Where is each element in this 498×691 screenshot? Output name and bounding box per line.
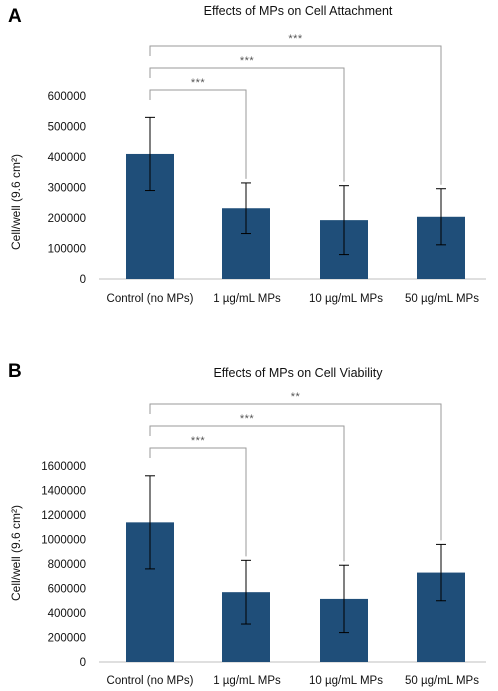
y-tick-label: 300000 [48,183,86,195]
y-axis-title: Cell/well (9.6 cm²) [9,505,23,601]
panel-b: B Effects of MPs on Cell Viability Cell/we… [8,361,486,687]
x-category-label: 1 µg/mL MPs [213,293,281,305]
significance-bracket [149,425,345,562]
significance-bracket [149,403,442,541]
x-category-label: 1 µg/mL MPs [213,675,281,687]
significance-bracket [149,67,345,182]
x-category-label: 50 µg/mL MPs [405,293,479,305]
significance-bracket [149,447,247,557]
y-tick-label: 0 [80,274,86,286]
x-category-label: Control (no MPs) [107,675,194,687]
y-tick-label: 100000 [48,244,86,256]
significance-label: *** [240,413,255,425]
significance-label: *** [288,33,303,45]
y-tick-label: 800000 [48,559,86,571]
x-category-label: 10 µg/mL MPs [309,293,383,305]
x-category-label: 50 µg/mL MPs [405,675,479,687]
y-tick-label: 1400000 [41,486,86,498]
y-tick-label: 1000000 [41,535,86,547]
x-category-label: Control (no MPs) [107,293,194,305]
significance-bracket [149,89,247,179]
y-tick-label: 0 [80,657,86,669]
y-axis-title: Cell/well (9.6 cm²) [9,154,23,250]
y-tick-label: 1200000 [41,510,86,522]
y-tick-label: 200000 [48,213,86,225]
y-tick-label: 1600000 [41,461,86,473]
significance-bracket [149,45,442,185]
panel-letter: A [8,6,22,27]
y-tick-label: 200000 [48,633,86,645]
panel-a: A Effects of MPs on Cell Attachment Cell/w… [8,4,486,305]
y-tick-label: 500000 [48,122,86,134]
x-category-label: 10 µg/mL MPs [309,675,383,687]
panel-letter: B [8,361,22,382]
y-tick-label: 600000 [48,91,86,103]
chart-title: Effects of MPs on Cell Attachment [204,4,393,18]
chart-title: Effects of MPs on Cell Viability [213,366,383,380]
y-tick-label: 400000 [48,152,86,164]
significance-label: *** [240,55,255,67]
y-tick-label: 400000 [48,608,86,620]
significance-label: ** [291,391,301,403]
significance-label: *** [191,77,206,89]
y-tick-label: 600000 [48,584,86,596]
significance-label: *** [191,435,206,447]
